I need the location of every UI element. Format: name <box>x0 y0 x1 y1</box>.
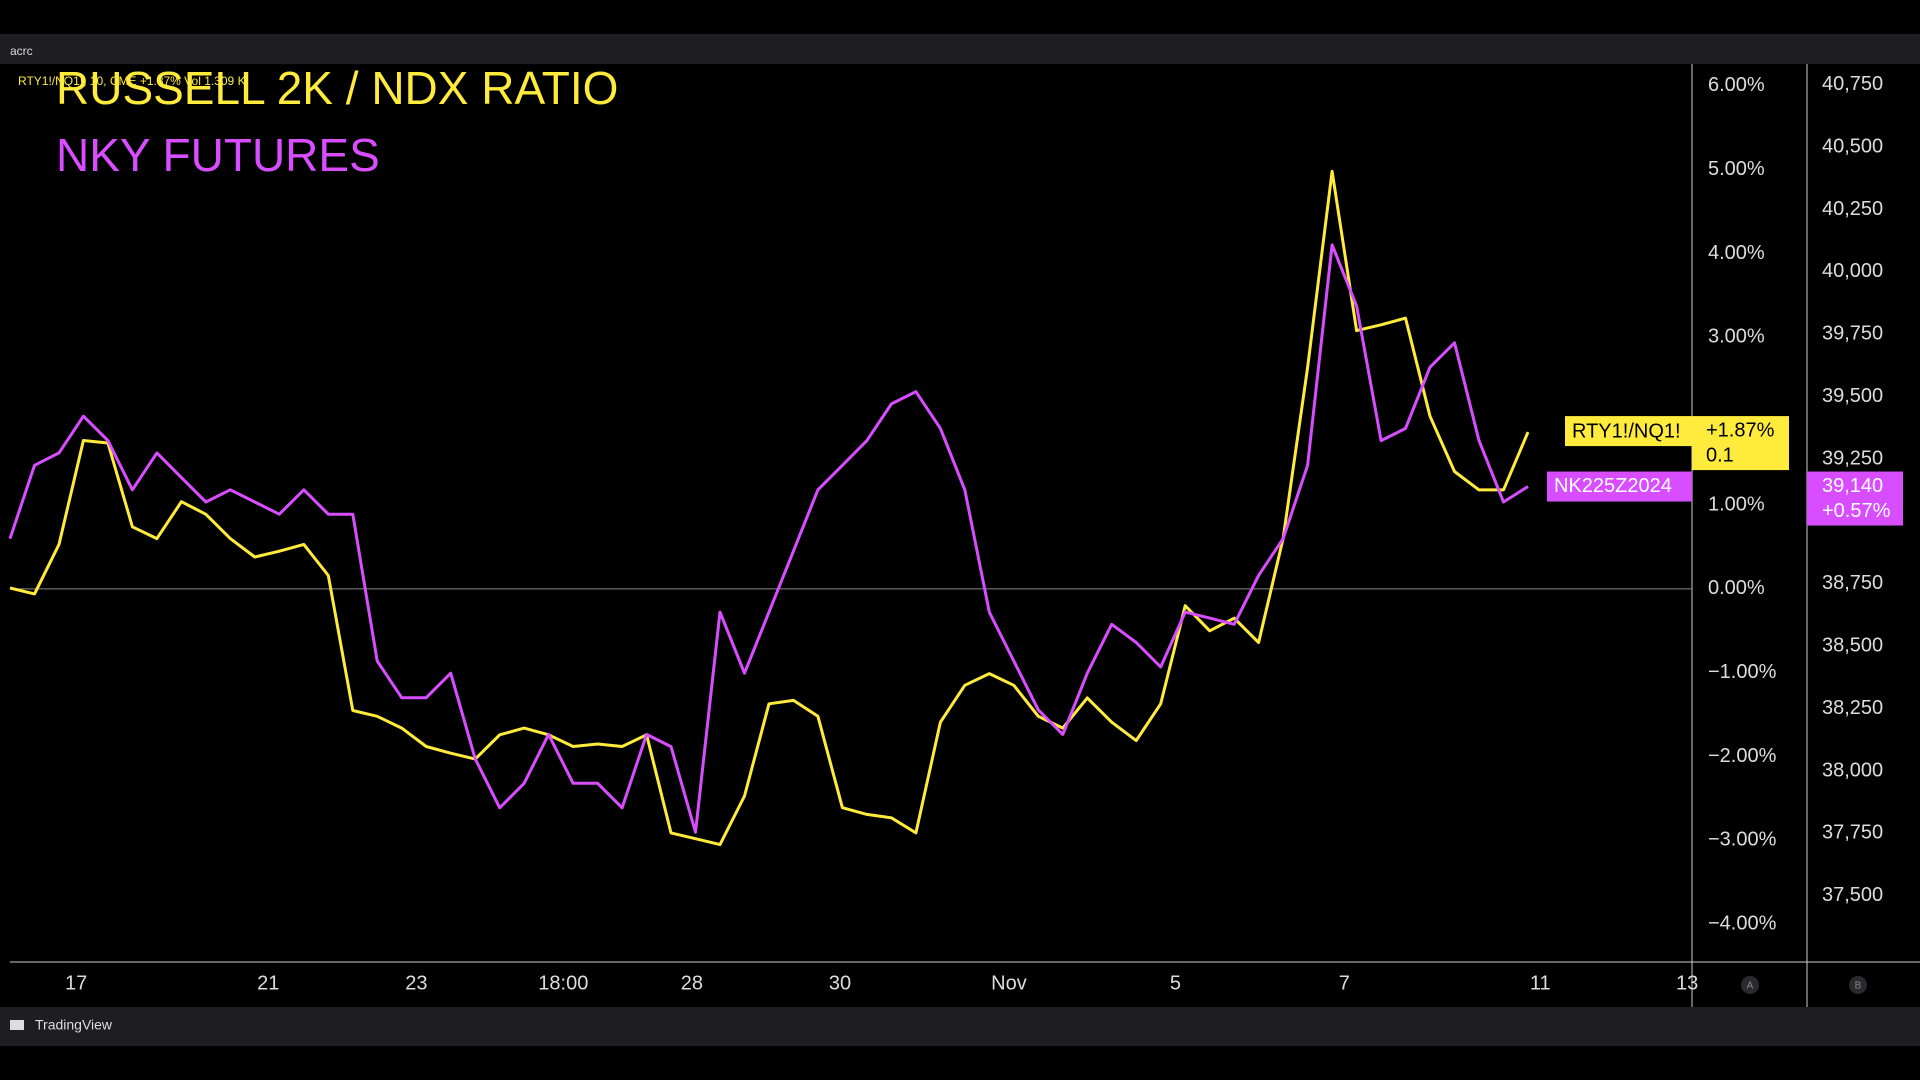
x-tick-label: 18:00 <box>538 972 588 994</box>
y2-tick-label: 37,500 <box>1822 884 1883 906</box>
y-tick-label: −4.00% <box>1708 913 1777 935</box>
top-bar <box>0 34 1920 64</box>
x-tick-label: 30 <box>829 972 851 994</box>
tag-box <box>1807 471 1903 526</box>
y2-tick-label: 40,000 <box>1822 260 1883 282</box>
y-tick-label: 4.00% <box>1708 242 1765 264</box>
x-tick-label: 13 <box>1676 972 1698 994</box>
series-line <box>9 169 1530 847</box>
x-tick-label: 5 <box>1170 972 1181 994</box>
symbol-legend: RTY1!/NQ1!, 10, CME +1.87% Vol 1.309 K <box>18 74 246 88</box>
series-line <box>8 243 1529 834</box>
x-tick-label: 21 <box>257 972 279 994</box>
series-change: +1.87% <box>1706 419 1775 441</box>
x-tick-label: 17 <box>65 972 87 994</box>
tag-box <box>1565 416 1692 447</box>
y-tick-label: 3.00% <box>1708 326 1765 348</box>
x-tick-label: 7 <box>1339 972 1350 994</box>
brand: TradingView <box>35 1017 113 1033</box>
x-tick-label: 23 <box>405 972 427 994</box>
y2-tick-label: 39,250 <box>1822 447 1883 469</box>
y2-tick-label: 39,500 <box>1822 385 1883 407</box>
y2-tick-label: 40,750 <box>1822 73 1883 95</box>
series-price: 39,140 <box>1822 475 1883 497</box>
y2-tick-label: 38,000 <box>1822 759 1883 781</box>
footer-bar <box>0 1007 1920 1046</box>
y-tick-label: 1.00% <box>1708 493 1765 515</box>
x-tick-label: 11 <box>1530 972 1551 994</box>
axis-badge: B <box>1855 981 1862 992</box>
y-tick-label: 5.00% <box>1708 158 1765 180</box>
annotation: NKY FUTURES <box>56 129 380 181</box>
y-tick-label: −2.00% <box>1708 745 1777 767</box>
tv-logo <box>10 1020 24 1030</box>
x-tick-label: 28 <box>681 972 703 994</box>
y2-tick-label: 40,500 <box>1822 135 1883 157</box>
y2-tick-label: 38,250 <box>1822 697 1883 719</box>
series-change: +0.57% <box>1822 500 1891 522</box>
y2-tick-label: 39,750 <box>1822 323 1883 345</box>
series-tag: RTY1!/NQ1! <box>1572 420 1681 442</box>
axis-badge-bg <box>1849 976 1867 994</box>
axis-badge: A <box>1747 981 1754 992</box>
y2-tick-label: 38,750 <box>1822 572 1883 594</box>
y2-tick-label: 38,500 <box>1822 635 1883 657</box>
axis-badge-bg <box>1741 976 1759 994</box>
y-tick-label: 6.00% <box>1708 74 1765 96</box>
y2-tick-label: 40,250 <box>1822 198 1883 220</box>
y2-tick-label: 37,750 <box>1822 822 1883 844</box>
y-tick-label: −3.00% <box>1708 829 1777 851</box>
tag-box <box>1547 471 1692 502</box>
tag-box <box>1692 416 1789 471</box>
account-label: acrc <box>10 44 33 58</box>
annotation: RUSSELL 2K / NDX RATIO <box>56 62 618 114</box>
series-extra: 0.1 <box>1706 444 1734 466</box>
series-tag: NK225Z2024 <box>1554 475 1672 497</box>
y-tick-label: −1.00% <box>1708 661 1777 683</box>
y-tick-label: 0.00% <box>1708 577 1765 599</box>
x-tick-label: Nov <box>991 972 1027 994</box>
